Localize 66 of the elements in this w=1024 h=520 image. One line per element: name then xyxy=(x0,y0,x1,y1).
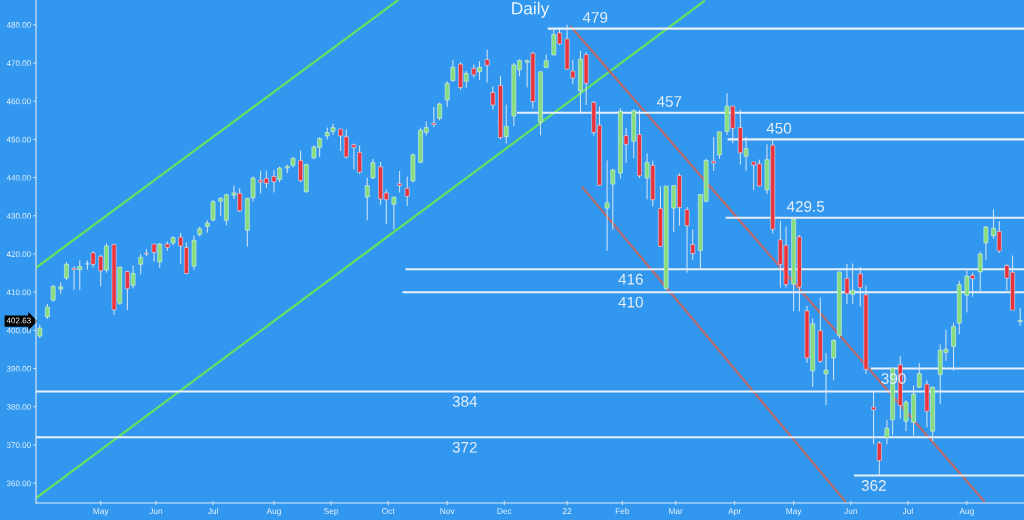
candlestick xyxy=(717,131,722,160)
candlestick xyxy=(831,338,836,381)
x-tick-label: Jul xyxy=(902,507,913,514)
x-tick-label: Aug xyxy=(266,508,281,516)
y-tick-label: 440.00 xyxy=(6,174,31,181)
candlestick xyxy=(444,80,450,108)
ref-line-label: 457 xyxy=(656,96,682,107)
y-tick-label: 430.00 xyxy=(6,213,31,219)
x-tick-label: Mar xyxy=(669,508,683,514)
candlestick xyxy=(450,59,456,83)
candlestick xyxy=(250,175,256,203)
x-tick-label: Jun xyxy=(149,508,163,514)
x-tick-label: Apr xyxy=(728,508,741,516)
ref-line-label: 416 xyxy=(618,273,643,285)
ref-line-label: 372 xyxy=(452,441,477,453)
y-tick-label: 400.00 xyxy=(6,327,31,334)
y-tick-label: 470.00 xyxy=(6,60,31,67)
x-tick-label: Oct xyxy=(382,508,395,514)
ref-line-label: 410 xyxy=(618,296,643,308)
candlestick xyxy=(404,175,410,207)
x-tick-label: Nov xyxy=(440,508,455,514)
candlestick xyxy=(357,145,362,175)
ref-line-label: 384 xyxy=(452,396,478,407)
candlestick xyxy=(431,106,437,128)
candlestick xyxy=(484,49,490,83)
candlestick xyxy=(490,85,496,111)
ref-line-label: 479 xyxy=(582,12,608,23)
candlestick xyxy=(711,136,717,172)
y-tick-label: 480.00 xyxy=(6,22,31,28)
x-tick-label: 22 xyxy=(562,508,572,514)
y-tick-label: 360.00 xyxy=(6,480,31,487)
x-tick-label: Jul xyxy=(207,507,218,514)
ref-line-label: 450 xyxy=(766,122,792,134)
x-tick-label: Aug xyxy=(959,508,974,516)
candlestick xyxy=(64,261,69,281)
x-tick-label: May xyxy=(786,508,802,516)
candlestick xyxy=(570,59,576,85)
candlestick xyxy=(351,143,357,171)
candlestick xyxy=(210,199,216,223)
ref-line-label: 429.5 xyxy=(786,201,825,212)
x-tick-label: Sep xyxy=(324,508,339,516)
x-tick-label: Jun xyxy=(844,508,857,514)
candlestick xyxy=(178,232,184,265)
candlestick xyxy=(610,168,616,231)
chart-title: Daily xyxy=(512,1,550,18)
candlestick xyxy=(983,225,989,261)
y-tick-label: 380.00 xyxy=(6,404,31,410)
candlestick xyxy=(391,196,397,231)
x-tick-label: Feb xyxy=(615,507,630,514)
y-tick-label: 410.00 xyxy=(6,289,31,296)
candlestick xyxy=(138,253,144,275)
x-tick-label: May xyxy=(93,508,109,516)
y-tick-label: 390.00 xyxy=(6,365,31,372)
y-tick-label: 450.00 xyxy=(6,136,31,143)
candlestick xyxy=(604,159,610,252)
y-tick-label: 370.00 xyxy=(6,442,31,448)
y-tick-label: 402.63 xyxy=(6,317,31,324)
x-tick-label: Dec xyxy=(497,508,512,514)
y-tick-label: 420.00 xyxy=(6,251,31,257)
candlestick xyxy=(364,177,370,221)
candlestick xyxy=(330,123,336,136)
candlestick xyxy=(1017,307,1023,327)
candlestick xyxy=(690,229,696,261)
ref-line-label: 362 xyxy=(861,480,886,491)
candlestick xyxy=(397,170,402,193)
y-tick-label: 460.00 xyxy=(6,98,31,105)
